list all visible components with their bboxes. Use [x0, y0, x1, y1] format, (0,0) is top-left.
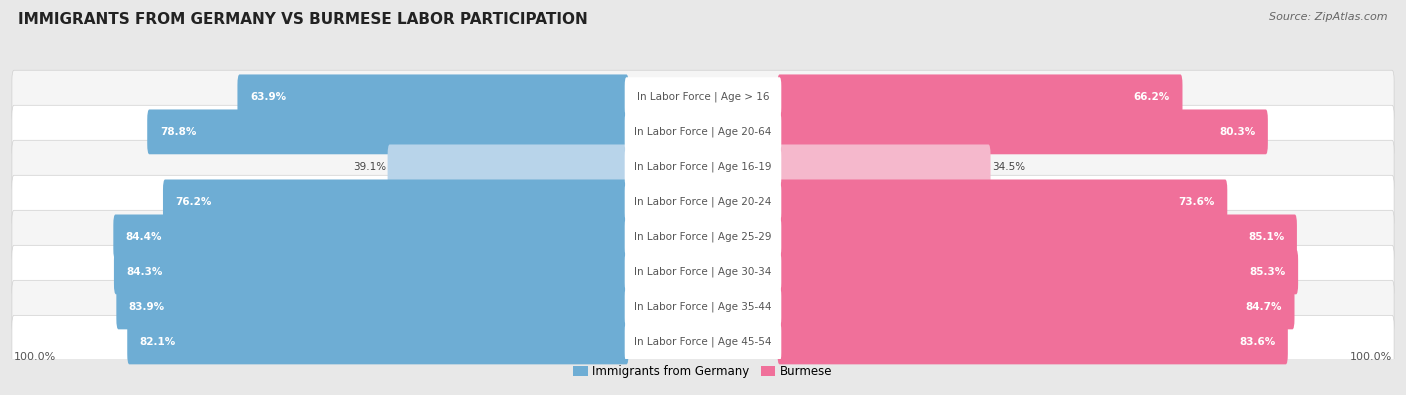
- FancyBboxPatch shape: [148, 109, 628, 154]
- FancyBboxPatch shape: [11, 245, 1395, 299]
- FancyBboxPatch shape: [114, 250, 628, 294]
- Text: In Labor Force | Age 35-44: In Labor Force | Age 35-44: [634, 302, 772, 312]
- FancyBboxPatch shape: [128, 320, 628, 364]
- Text: 83.6%: 83.6%: [1239, 337, 1275, 347]
- Text: 66.2%: 66.2%: [1133, 92, 1170, 102]
- FancyBboxPatch shape: [11, 210, 1395, 263]
- Text: 63.9%: 63.9%: [250, 92, 285, 102]
- Text: 84.7%: 84.7%: [1246, 302, 1282, 312]
- Text: 34.5%: 34.5%: [991, 162, 1025, 172]
- Text: In Labor Force | Age 20-64: In Labor Force | Age 20-64: [634, 127, 772, 137]
- FancyBboxPatch shape: [163, 179, 628, 224]
- FancyBboxPatch shape: [388, 145, 628, 189]
- FancyBboxPatch shape: [114, 214, 628, 259]
- Text: Source: ZipAtlas.com: Source: ZipAtlas.com: [1270, 12, 1388, 22]
- FancyBboxPatch shape: [624, 77, 782, 117]
- FancyBboxPatch shape: [624, 112, 782, 152]
- FancyBboxPatch shape: [11, 70, 1395, 124]
- FancyBboxPatch shape: [11, 315, 1395, 369]
- FancyBboxPatch shape: [624, 147, 782, 186]
- Legend: Immigrants from Germany, Burmese: Immigrants from Germany, Burmese: [574, 365, 832, 378]
- Text: In Labor Force | Age 25-29: In Labor Force | Age 25-29: [634, 231, 772, 242]
- FancyBboxPatch shape: [778, 179, 1227, 224]
- FancyBboxPatch shape: [778, 250, 1298, 294]
- Text: 100.0%: 100.0%: [1350, 352, 1392, 362]
- Text: In Labor Force | Age 45-54: In Labor Force | Age 45-54: [634, 337, 772, 347]
- Text: 84.3%: 84.3%: [127, 267, 163, 277]
- FancyBboxPatch shape: [11, 105, 1395, 158]
- Text: 80.3%: 80.3%: [1219, 127, 1256, 137]
- Text: In Labor Force | Age 16-19: In Labor Force | Age 16-19: [634, 162, 772, 172]
- Text: 73.6%: 73.6%: [1178, 197, 1215, 207]
- Text: 82.1%: 82.1%: [139, 337, 176, 347]
- FancyBboxPatch shape: [11, 280, 1395, 333]
- FancyBboxPatch shape: [238, 74, 628, 119]
- FancyBboxPatch shape: [624, 217, 782, 256]
- FancyBboxPatch shape: [778, 284, 1295, 329]
- FancyBboxPatch shape: [778, 214, 1296, 259]
- FancyBboxPatch shape: [11, 140, 1395, 194]
- FancyBboxPatch shape: [624, 287, 782, 327]
- Text: 85.3%: 85.3%: [1250, 267, 1285, 277]
- Text: 85.1%: 85.1%: [1249, 232, 1285, 242]
- FancyBboxPatch shape: [624, 322, 782, 361]
- FancyBboxPatch shape: [778, 74, 1182, 119]
- FancyBboxPatch shape: [778, 320, 1288, 364]
- FancyBboxPatch shape: [117, 284, 628, 329]
- Text: 76.2%: 76.2%: [176, 197, 212, 207]
- Text: 83.9%: 83.9%: [129, 302, 165, 312]
- Text: 100.0%: 100.0%: [14, 352, 56, 362]
- Text: In Labor Force | Age 30-34: In Labor Force | Age 30-34: [634, 267, 772, 277]
- Text: 78.8%: 78.8%: [160, 127, 195, 137]
- FancyBboxPatch shape: [778, 109, 1268, 154]
- Text: In Labor Force | Age > 16: In Labor Force | Age > 16: [637, 92, 769, 102]
- Text: 39.1%: 39.1%: [353, 162, 387, 172]
- Text: 84.4%: 84.4%: [127, 232, 162, 242]
- Text: In Labor Force | Age 20-24: In Labor Force | Age 20-24: [634, 197, 772, 207]
- FancyBboxPatch shape: [778, 145, 991, 189]
- FancyBboxPatch shape: [624, 182, 782, 222]
- Text: IMMIGRANTS FROM GERMANY VS BURMESE LABOR PARTICIPATION: IMMIGRANTS FROM GERMANY VS BURMESE LABOR…: [18, 12, 588, 27]
- FancyBboxPatch shape: [11, 175, 1395, 228]
- FancyBboxPatch shape: [624, 252, 782, 292]
